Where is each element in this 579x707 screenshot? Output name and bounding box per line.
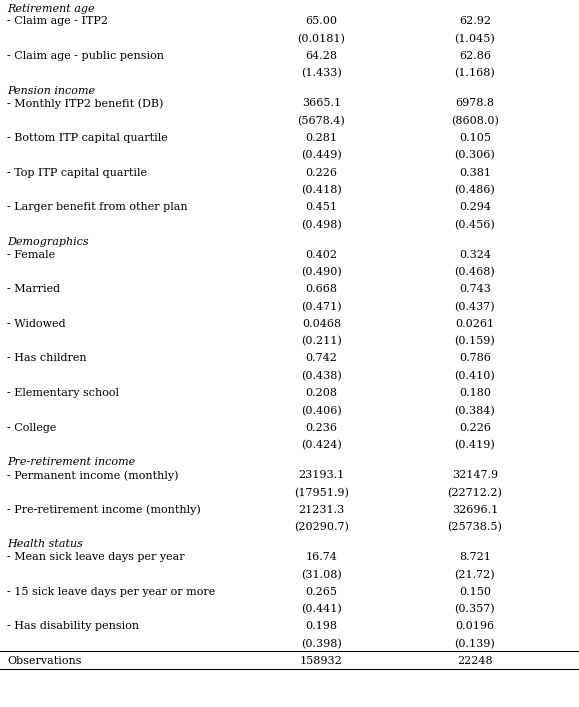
Text: - Has disability pension: - Has disability pension xyxy=(7,621,139,631)
Text: (0.437): (0.437) xyxy=(455,301,495,312)
Text: 0.402: 0.402 xyxy=(305,250,338,259)
Text: (0.424): (0.424) xyxy=(301,440,342,450)
Text: Demographics: Demographics xyxy=(7,237,89,247)
Text: Health status: Health status xyxy=(7,539,83,549)
Text: (0.456): (0.456) xyxy=(455,219,495,230)
Text: 0.786: 0.786 xyxy=(459,354,491,363)
Text: (21.72): (21.72) xyxy=(455,569,495,580)
Text: (0.438): (0.438) xyxy=(301,370,342,381)
Text: (1.168): (1.168) xyxy=(455,68,495,78)
Text: 0.742: 0.742 xyxy=(305,354,338,363)
Text: (0.306): (0.306) xyxy=(455,150,495,160)
Text: - Elementary school: - Elementary school xyxy=(7,388,119,398)
Text: 0.381: 0.381 xyxy=(459,168,491,177)
Text: 64.28: 64.28 xyxy=(305,51,338,61)
Text: 0.180: 0.180 xyxy=(459,388,491,398)
Text: 62.86: 62.86 xyxy=(459,51,491,61)
Text: (0.486): (0.486) xyxy=(455,185,495,195)
Text: - Pre-retirement income (monthly): - Pre-retirement income (monthly) xyxy=(7,505,201,515)
Text: (0.471): (0.471) xyxy=(301,301,342,312)
Text: (0.441): (0.441) xyxy=(301,604,342,614)
Text: - Permanent income (monthly): - Permanent income (monthly) xyxy=(7,470,178,481)
Text: 0.743: 0.743 xyxy=(459,284,491,294)
Text: - Mean sick leave days per year: - Mean sick leave days per year xyxy=(7,552,185,562)
Text: 8.721: 8.721 xyxy=(459,552,491,562)
Text: (0.0181): (0.0181) xyxy=(298,33,345,44)
Text: (0.468): (0.468) xyxy=(455,267,495,277)
Text: (0.490): (0.490) xyxy=(301,267,342,277)
Text: 158932: 158932 xyxy=(300,656,343,666)
Text: 62.92: 62.92 xyxy=(459,16,491,26)
Text: (0.406): (0.406) xyxy=(301,405,342,416)
Text: 0.668: 0.668 xyxy=(305,284,338,294)
Text: - Claim age - public pension: - Claim age - public pension xyxy=(7,51,164,61)
Text: - Top ITP capital quartile: - Top ITP capital quartile xyxy=(7,168,147,177)
Text: 16.74: 16.74 xyxy=(305,552,338,562)
Text: 65.00: 65.00 xyxy=(305,16,338,26)
Text: 0.0196: 0.0196 xyxy=(455,621,494,631)
Text: (22712.2): (22712.2) xyxy=(448,487,502,498)
Text: (0.410): (0.410) xyxy=(455,370,495,381)
Text: (8608.0): (8608.0) xyxy=(451,115,499,126)
Text: (1.433): (1.433) xyxy=(301,68,342,78)
Text: - Monthly ITP2 benefit (DB): - Monthly ITP2 benefit (DB) xyxy=(7,98,163,109)
Text: - Widowed: - Widowed xyxy=(7,319,65,329)
Text: 0.265: 0.265 xyxy=(305,587,338,597)
Text: - Married: - Married xyxy=(7,284,60,294)
Text: 0.226: 0.226 xyxy=(305,168,338,177)
Text: 0.451: 0.451 xyxy=(305,202,338,212)
Text: (0.139): (0.139) xyxy=(455,638,495,649)
Text: - College: - College xyxy=(7,423,56,433)
Text: - 15 sick leave days per year or more: - 15 sick leave days per year or more xyxy=(7,587,215,597)
Text: (0.419): (0.419) xyxy=(455,440,495,450)
Text: (0.398): (0.398) xyxy=(301,638,342,649)
Text: (17951.9): (17951.9) xyxy=(294,487,349,498)
Text: (20290.7): (20290.7) xyxy=(294,522,349,532)
Text: (5678.4): (5678.4) xyxy=(298,115,345,126)
Text: - Female: - Female xyxy=(7,250,55,259)
Text: (25738.5): (25738.5) xyxy=(448,522,502,532)
Text: 0.198: 0.198 xyxy=(305,621,338,631)
Text: (0.498): (0.498) xyxy=(301,219,342,230)
Text: - Larger benefit from other plan: - Larger benefit from other plan xyxy=(7,202,188,212)
Text: 22248: 22248 xyxy=(457,656,493,666)
Text: 0.150: 0.150 xyxy=(459,587,491,597)
Text: Pension income: Pension income xyxy=(7,86,95,95)
Text: 0.0468: 0.0468 xyxy=(302,319,341,329)
Text: Retirement age: Retirement age xyxy=(7,4,94,13)
Text: Observations: Observations xyxy=(7,656,82,666)
Text: (1.045): (1.045) xyxy=(455,33,495,44)
Text: Pre-retirement income: Pre-retirement income xyxy=(7,457,135,467)
Text: 32147.9: 32147.9 xyxy=(452,470,498,480)
Text: 0.294: 0.294 xyxy=(459,202,491,212)
Text: (0.159): (0.159) xyxy=(455,336,495,346)
Text: 0.105: 0.105 xyxy=(459,133,491,143)
Text: 32696.1: 32696.1 xyxy=(452,505,498,515)
Text: - Has children: - Has children xyxy=(7,354,87,363)
Text: (0.357): (0.357) xyxy=(455,604,495,614)
Text: (0.418): (0.418) xyxy=(301,185,342,195)
Text: (31.08): (31.08) xyxy=(301,569,342,580)
Text: 6978.8: 6978.8 xyxy=(455,98,494,108)
Text: (0.384): (0.384) xyxy=(455,405,495,416)
Text: (0.211): (0.211) xyxy=(301,336,342,346)
Text: 21231.3: 21231.3 xyxy=(298,505,345,515)
Text: 0.281: 0.281 xyxy=(305,133,338,143)
Text: (0.449): (0.449) xyxy=(301,150,342,160)
Text: 0.0261: 0.0261 xyxy=(455,319,494,329)
Text: 0.236: 0.236 xyxy=(305,423,338,433)
Text: 0.226: 0.226 xyxy=(459,423,491,433)
Text: 0.208: 0.208 xyxy=(305,388,338,398)
Text: 0.324: 0.324 xyxy=(459,250,491,259)
Text: 23193.1: 23193.1 xyxy=(298,470,345,480)
Text: 3665.1: 3665.1 xyxy=(302,98,341,108)
Text: - Bottom ITP capital quartile: - Bottom ITP capital quartile xyxy=(7,133,168,143)
Text: - Claim age - ITP2: - Claim age - ITP2 xyxy=(7,16,108,26)
